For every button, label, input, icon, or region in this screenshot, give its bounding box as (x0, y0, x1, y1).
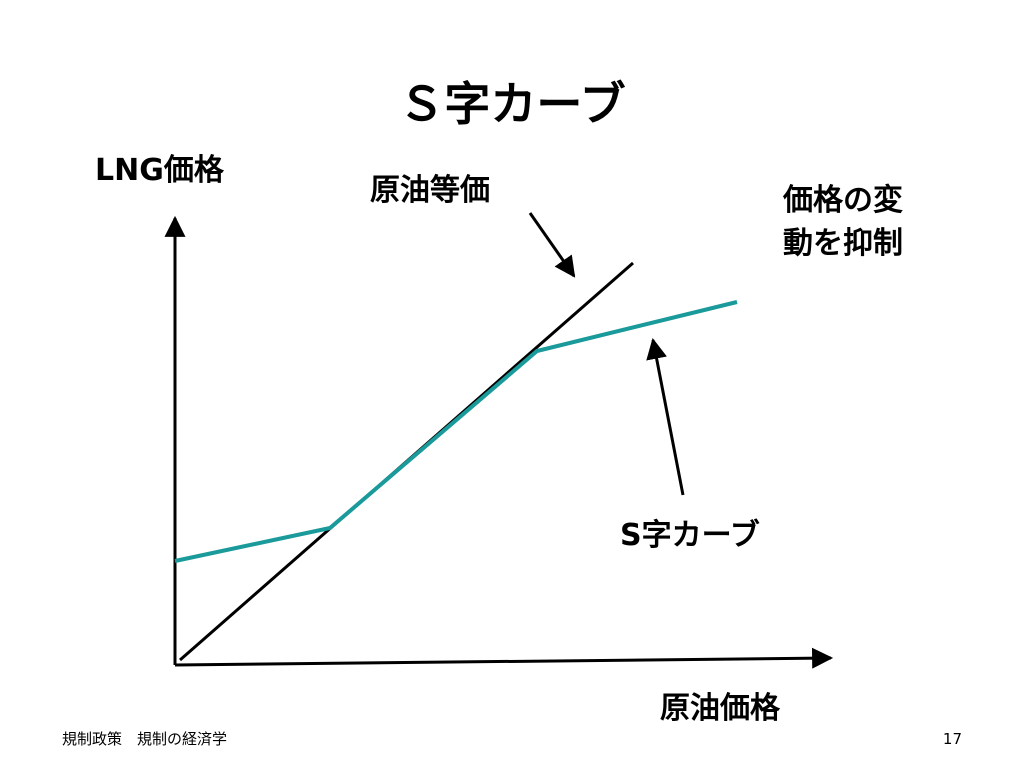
slide-title: Ｓ字カーブ (398, 77, 625, 131)
pointer-arrow (528, 212, 576, 278)
footer-text: 規制政策 規制の経済学 (62, 730, 227, 748)
label: S字カーブ (620, 518, 760, 553)
x-axis (174, 647, 834, 669)
s-curve (174, 300, 738, 563)
page-number: 17 (943, 730, 962, 748)
pointer-arrow (646, 337, 685, 496)
label: 動を抑制 (783, 226, 903, 261)
label: 原油等価 (370, 173, 490, 208)
label: 価格の変 (782, 183, 903, 218)
y-axis-label: LNG価格 (95, 153, 225, 188)
x-axis-label: 原油価格 (660, 691, 781, 726)
